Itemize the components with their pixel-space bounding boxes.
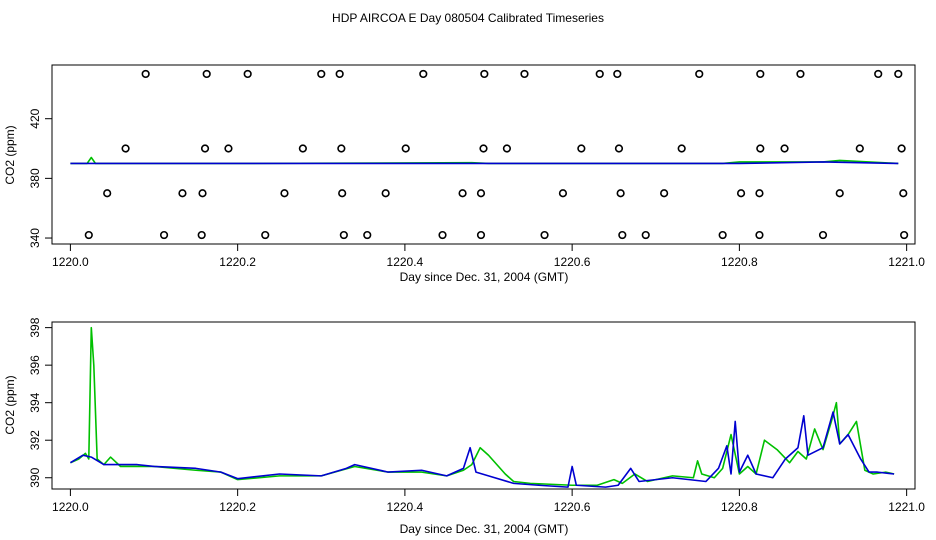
top-calibration-point [577, 144, 586, 153]
top-calibration-point [476, 189, 486, 198]
top-calibration-point [755, 230, 764, 240]
top-series-line-blue [70, 161, 899, 165]
top-plot-frame [51, 64, 916, 245]
top-x-tick-label: 1220.0 [52, 255, 89, 269]
top-calibration-point [695, 69, 704, 79]
top-calibration-point [476, 230, 486, 240]
bottom-series-line-blue [69, 411, 895, 488]
top-calibration-point [261, 230, 270, 240]
top-x-tick-label: 1220.2 [219, 255, 256, 269]
top-calibration-point [458, 189, 467, 198]
bottom-x-tick-label: 1220.2 [219, 500, 256, 514]
bottom-x-tick-label: 1220.0 [52, 500, 89, 514]
bottom-series-line-green [70, 326, 895, 487]
top-calibration-point [200, 144, 210, 153]
bottom-plot-frame [51, 321, 916, 490]
top-calibration-point [438, 230, 447, 240]
top-calibration-point [141, 69, 150, 79]
top-calibration-point [540, 230, 549, 240]
top-calibration-point [660, 189, 669, 198]
top-calibration-point [401, 144, 410, 153]
top-calibration-point [618, 230, 627, 240]
top-calibration-point [103, 189, 112, 198]
bottom-y-tick-label: 398 [28, 317, 42, 337]
top-calibration-point [756, 144, 765, 153]
top-calibration-point [796, 69, 805, 79]
bottom-y-tick-label: 390 [28, 467, 42, 487]
top-calibration-point [780, 144, 789, 153]
top-calibration-point [502, 144, 512, 153]
top-calibration-point [198, 189, 207, 198]
top-y-tick-label: 420 [28, 108, 42, 128]
top-calibration-point [897, 144, 906, 153]
top-calibration-point [339, 230, 348, 240]
top-calibration-point [298, 144, 307, 153]
top-y-tick-label: 340 [28, 228, 42, 248]
top-calibration-point [614, 144, 624, 153]
top-x-tick-label: 1220.6 [554, 255, 591, 269]
bottom-x-tick-label: 1220.6 [554, 500, 591, 514]
top-calibration-point [677, 144, 686, 153]
bottom-y-tick-label: 394 [28, 392, 42, 412]
top-calibration-point [736, 189, 746, 198]
figure-title: HDP AIRCOA E Day 080504 Calibrated Times… [332, 11, 604, 25]
top-calibration-point [178, 189, 187, 198]
top-calibration-point [755, 189, 764, 198]
top-calibration-point [718, 230, 727, 240]
top-calibration-point [243, 69, 252, 79]
bottom-y-axis-label: CO2 (ppm) [3, 375, 17, 434]
top-y-axis-label: CO2 (ppm) [3, 125, 17, 184]
top-calibration-point [818, 230, 828, 240]
top-x-tick-label: 1220.4 [387, 255, 424, 269]
top-calibration-point [520, 69, 529, 79]
top-calibration-point [479, 144, 488, 153]
top-calibration-point [874, 69, 883, 79]
top-calibration-point [317, 69, 326, 79]
top-calibration-point [335, 69, 344, 79]
top-x-axis-label: Day since Dec. 31, 2004 (GMT) [400, 270, 569, 284]
bottom-y-tick-label: 396 [28, 355, 42, 375]
top-calibration-point [121, 144, 130, 153]
top-calibration-point [280, 189, 289, 198]
top-x-tick-label: 1220.8 [721, 255, 758, 269]
bottom-x-tick-label: 1221.0 [888, 500, 925, 514]
top-calibration-point [894, 69, 903, 79]
top-calibration-point [381, 189, 390, 198]
top-calibration-point [159, 230, 169, 240]
bottom-y-tick-label: 392 [28, 430, 42, 450]
top-calibration-point [419, 69, 428, 79]
top-calibration-point [855, 144, 864, 153]
top-calibration-point [900, 230, 909, 240]
top-calibration-point [835, 189, 844, 198]
bottom-panel: Day since Dec. 31, 2004 (GMT) CO2 (ppm) … [3, 317, 925, 536]
top-calibration-point [613, 69, 622, 79]
top-calibration-point [224, 144, 233, 153]
bottom-x-tick-label: 1220.8 [721, 500, 758, 514]
top-calibration-point [899, 189, 908, 198]
top-calibration-point [338, 189, 347, 198]
top-calibration-point [616, 189, 625, 198]
top-calibration-point [558, 189, 568, 198]
top-y-tick-label: 380 [28, 168, 42, 188]
top-panel: Day since Dec. 31, 2004 (GMT) CO2 (ppm) … [3, 64, 925, 284]
top-calibration-point [84, 230, 93, 240]
top-calibration-point [641, 230, 650, 240]
bottom-x-axis-label: Day since Dec. 31, 2004 (GMT) [400, 522, 569, 536]
top-calibration-point [480, 69, 489, 79]
top-calibration-point [595, 69, 604, 79]
bottom-x-tick-label: 1220.4 [387, 500, 424, 514]
top-calibration-point [202, 69, 211, 79]
top-x-tick-label: 1221.0 [888, 255, 925, 269]
top-calibration-point [363, 230, 372, 240]
top-calibration-point [756, 69, 765, 79]
top-calibration-point [337, 144, 346, 153]
top-calibration-point [197, 230, 206, 240]
